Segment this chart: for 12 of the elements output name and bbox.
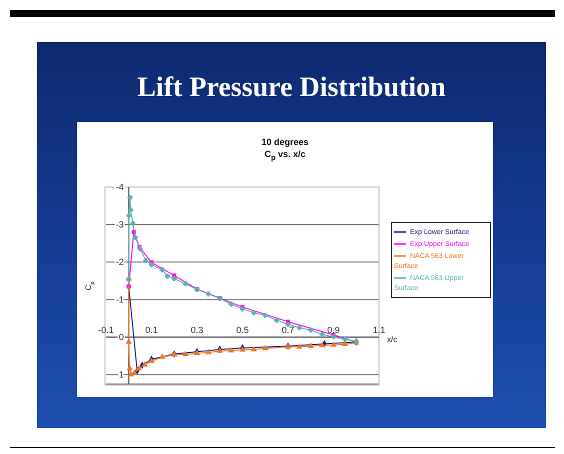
x-tick-label: 0.1 [145, 324, 158, 335]
chart-title: Lift Pressure Distribution [136, 72, 447, 104]
x-tick-label: 0.3 [190, 324, 204, 335]
x-tick-label: -0.1 [98, 324, 114, 335]
x-axis-title: x/c [387, 334, 398, 344]
text: C$_{p}$ vs. x/c [263, 148, 307, 164]
x-tick-label: 0.7 [282, 324, 294, 335]
x-tick-label: 0.9 [327, 324, 340, 335]
x-tick-label: 0.5 [236, 324, 249, 335]
y-tick-label: -4 [116, 182, 124, 192]
chart-subtitle: 10 degrees [260, 136, 310, 148]
x-tick-label: 1.1 [372, 324, 386, 335]
